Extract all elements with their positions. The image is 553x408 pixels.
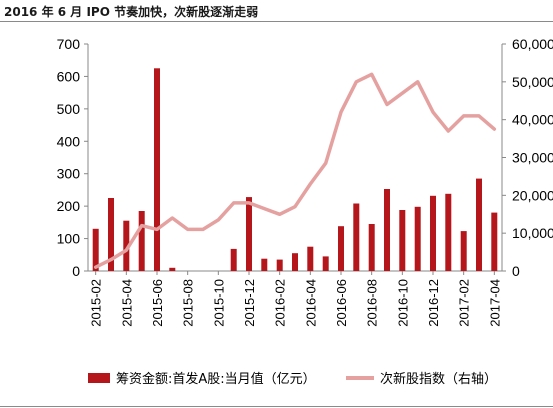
bar-2017-04	[491, 212, 498, 271]
left-tick-label: 400	[57, 133, 81, 149]
right-tick-label: 60,000	[512, 36, 553, 52]
bar-2015-04	[123, 220, 130, 271]
chart-axes	[87, 44, 503, 272]
chart-title: 2016 年 6 月 IPO 节奏加快，次新股逐渐走弱	[4, 5, 259, 19]
legend-line-label: 次新股指数（右轴）	[380, 371, 497, 387]
bar-2016-01	[261, 258, 268, 271]
legend-bar-label: 筹资金额:首发A股:当月值（亿元）	[116, 371, 316, 387]
x-tick-label: 2017-02	[457, 279, 472, 327]
x-axis-ticks: 2015-02 2015-04 2015-06 2015-08 2015-10 2015-…	[89, 271, 502, 327]
bar-2017-01	[445, 193, 452, 271]
legend: 筹资金额:首发A股:当月值（亿元） 次新股指数（右轴）	[88, 371, 497, 387]
bar-2016-07	[353, 203, 360, 271]
bar-2016-04	[307, 246, 314, 271]
line-series	[93, 72, 497, 269]
bar-2015-11	[230, 248, 237, 271]
left-tick-label: 0	[72, 263, 80, 279]
right-tick-label: 40,000	[512, 112, 553, 128]
left-tick-label: 200	[57, 198, 81, 214]
x-tick-label: 2016-10	[395, 279, 410, 327]
bar-2015-12	[246, 197, 252, 271]
bar-2016-06	[338, 226, 344, 271]
right-tick-label: 50,000	[512, 74, 553, 90]
x-tick-label: 2016-02	[273, 279, 288, 327]
title-divider	[0, 21, 553, 22]
bar-2016-08	[368, 224, 375, 271]
x-tick-label: 2015-08	[181, 279, 196, 327]
bar-2016-11	[414, 206, 421, 271]
x-tick-label: 2015-12	[242, 279, 257, 327]
bar-2016-12	[430, 195, 436, 271]
right-tick-label: 20,000	[512, 187, 553, 203]
x-tick-label: 2016-06	[334, 279, 349, 327]
x-tick-label: 2017-04	[487, 279, 502, 327]
x-tick-label: 2015-04	[119, 279, 134, 327]
bar-2017-03	[476, 178, 482, 271]
bar-2015-05	[138, 211, 145, 271]
legend-bar-swatch	[88, 373, 110, 383]
left-tick-label: 100	[57, 231, 81, 247]
bar-2016-03	[292, 253, 298, 271]
left-tick-label: 700	[57, 36, 81, 52]
x-tick-label: 2015-10	[211, 279, 226, 327]
x-tick-label: 2016-04	[303, 279, 318, 327]
right-tick-label: 0	[512, 263, 520, 279]
bar-2015-03	[108, 198, 114, 271]
bottom-divider	[0, 406, 553, 407]
bar-2015-02	[92, 228, 99, 271]
x-tick-label: 2015-06	[150, 279, 165, 327]
bar-2015-07	[169, 267, 176, 271]
right-axis-ticks: 0 10,000 20,000 30,000 40,000 50,000 60,000	[502, 36, 553, 279]
right-tick-label: 10,000	[512, 225, 553, 241]
bar-2016-02	[276, 259, 283, 271]
left-tick-label: 300	[57, 166, 81, 182]
bar-2017-02	[460, 231, 467, 271]
bar-2016-05	[322, 256, 329, 271]
x-tick-label: 2015-02	[89, 279, 104, 327]
right-tick-label: 30,000	[512, 150, 553, 166]
left-tick-label: 600	[57, 68, 81, 84]
x-tick-label: 2016-08	[365, 279, 380, 327]
line-path	[93, 72, 497, 269]
x-tick-label: 2016-12	[426, 279, 441, 327]
bar-2016-09	[384, 189, 390, 271]
bar-series	[92, 68, 498, 271]
left-axis-ticks: 0 100 200 300 400 500 600 700	[57, 36, 88, 279]
bar-2016-10	[399, 210, 406, 271]
bar-2015-06	[154, 68, 160, 271]
left-tick-label: 500	[57, 101, 81, 117]
